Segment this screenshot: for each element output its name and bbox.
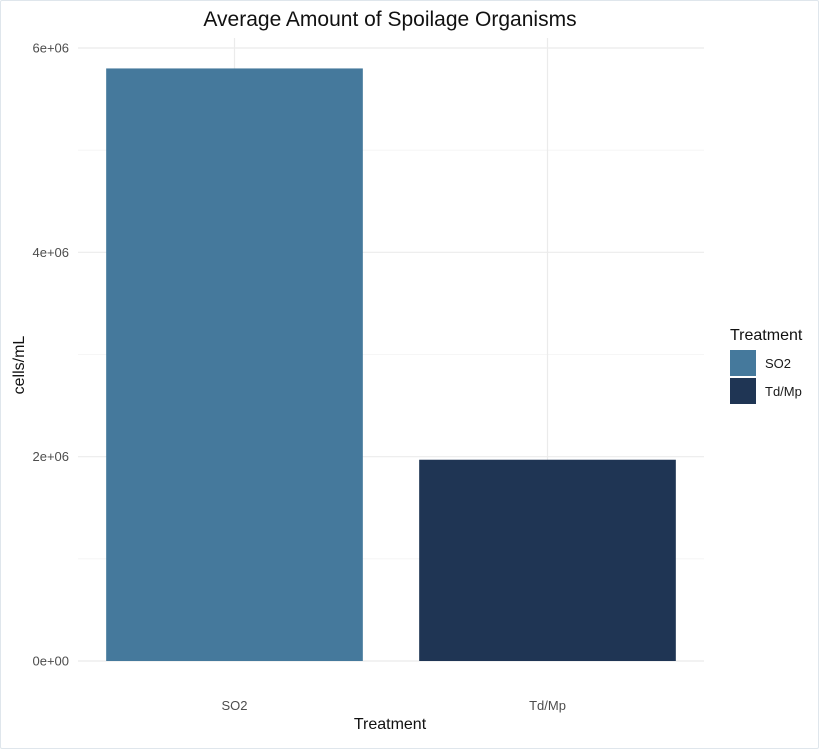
y-axis-ticks: 0e+00 2e+06 4e+06 6e+06 — [32, 41, 69, 669]
x-tick-label: SO2 — [221, 698, 247, 713]
x-axis-ticks: SO2 Td/Mp — [221, 698, 565, 713]
bar-so2 — [106, 68, 363, 661]
legend-title: Treatment — [730, 327, 803, 344]
legend-items: SO2 Td/Mp — [730, 350, 802, 404]
x-axis-title: Treatment — [354, 716, 427, 733]
legend-label: SO2 — [765, 356, 791, 371]
y-tick-label: 0e+00 — [32, 654, 69, 669]
legend-swatch — [730, 378, 756, 404]
legend: Treatment SO2 Td/Mp — [730, 327, 803, 404]
bar-td-mp — [419, 459, 676, 661]
legend-swatch — [730, 350, 756, 376]
bars — [106, 68, 676, 661]
y-tick-label: 2e+06 — [32, 449, 69, 464]
chart-title: Average Amount of Spoilage Organisms — [203, 8, 576, 31]
y-tick-label: 6e+06 — [32, 41, 69, 56]
y-axis-title: cells/mL — [11, 336, 28, 395]
y-tick-label: 4e+06 — [32, 245, 69, 260]
legend-label: Td/Mp — [765, 384, 802, 399]
x-tick-label: Td/Mp — [529, 698, 566, 713]
